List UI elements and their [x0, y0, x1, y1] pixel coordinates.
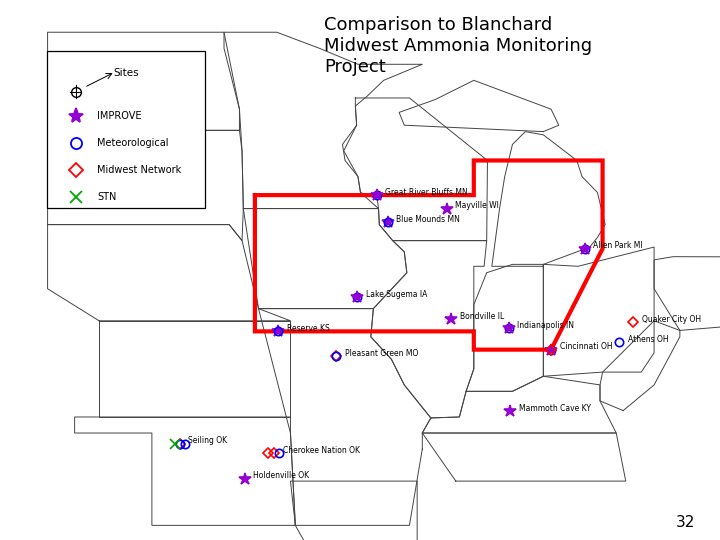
Text: Mayville WI: Mayville WI — [456, 201, 499, 211]
FancyBboxPatch shape — [47, 51, 205, 208]
Text: Sites: Sites — [113, 68, 139, 78]
Text: Lake Sugema IA: Lake Sugema IA — [366, 289, 428, 299]
Text: Pleasant Green MO: Pleasant Green MO — [345, 349, 418, 358]
Text: Meteorological: Meteorological — [97, 138, 168, 148]
Text: Blue Mounds MN: Blue Mounds MN — [397, 215, 460, 224]
Text: Athens OH: Athens OH — [628, 335, 669, 344]
Text: Bondville IL: Bondville IL — [460, 312, 504, 321]
Text: Cherokee Nation OK: Cherokee Nation OK — [283, 446, 360, 455]
Text: Comparison to Blanchard
Midwest Ammonia Monitoring
Project: Comparison to Blanchard Midwest Ammonia … — [324, 16, 592, 76]
Text: Quaker City OH: Quaker City OH — [642, 315, 701, 323]
Text: Indianapolis IN: Indianapolis IN — [517, 321, 575, 329]
Text: Mammoth Cave KY: Mammoth Cave KY — [518, 404, 590, 413]
Text: Cincinnati OH: Cincinnati OH — [559, 342, 612, 352]
Text: Seiling OK: Seiling OK — [189, 436, 228, 446]
Text: Great River Bluffs MN: Great River Bluffs MN — [385, 188, 468, 197]
Text: Holdenville OK: Holdenville OK — [253, 471, 310, 481]
Text: STN: STN — [97, 192, 117, 202]
Text: Allen Park MI: Allen Park MI — [593, 241, 643, 251]
Text: IMPROVE: IMPROVE — [97, 111, 142, 121]
Text: Midwest Network: Midwest Network — [97, 165, 181, 175]
Text: Reserve KS: Reserve KS — [287, 324, 330, 333]
Text: 32: 32 — [675, 515, 695, 530]
